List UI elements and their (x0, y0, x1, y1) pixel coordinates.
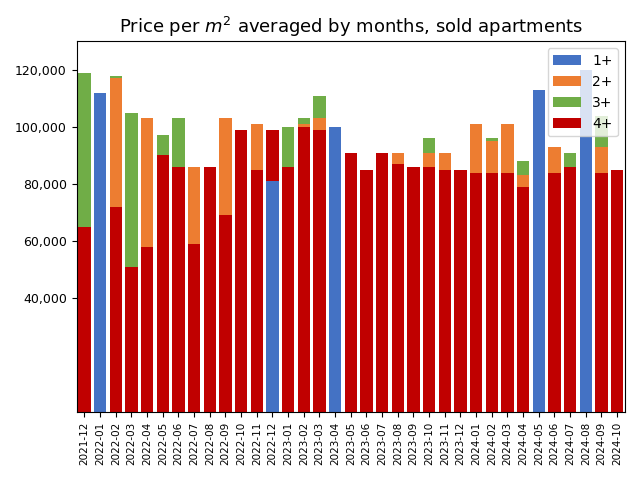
Bar (282, 167, 294, 412)
Bar (438, 153, 451, 412)
Bar (548, 172, 561, 412)
Bar (470, 124, 483, 412)
Bar (298, 124, 310, 412)
Bar (486, 172, 498, 412)
Bar (376, 153, 388, 412)
Bar (595, 147, 608, 412)
Bar (438, 164, 451, 412)
Bar (470, 172, 483, 412)
Bar (329, 198, 341, 412)
Bar (532, 172, 545, 412)
Bar (344, 153, 357, 412)
Bar (501, 172, 514, 412)
Bar (219, 215, 232, 412)
Bar (329, 127, 341, 412)
Bar (188, 167, 200, 412)
Bar (109, 207, 122, 412)
Bar (94, 93, 106, 412)
Bar (486, 138, 498, 412)
Bar (486, 141, 498, 412)
Bar (313, 96, 326, 412)
Bar (532, 156, 545, 412)
Legend: 1+, 2+, 3+, 4+: 1+, 2+, 3+, 4+ (548, 48, 618, 136)
Bar (564, 153, 577, 412)
Bar (250, 124, 263, 412)
Bar (78, 227, 91, 412)
Bar (532, 158, 545, 412)
Bar (580, 110, 592, 412)
Bar (595, 172, 608, 412)
Bar (266, 130, 279, 412)
Bar (517, 161, 529, 412)
Bar (188, 244, 200, 412)
Bar (94, 175, 106, 412)
Bar (517, 175, 529, 412)
Bar (329, 164, 341, 412)
Bar (125, 266, 138, 412)
Bar (298, 119, 310, 412)
Bar (141, 247, 154, 412)
Bar (282, 127, 294, 412)
Bar (141, 119, 154, 412)
Bar (204, 167, 216, 412)
Bar (109, 76, 122, 412)
Bar (250, 169, 263, 412)
Bar (392, 153, 404, 412)
Bar (407, 167, 420, 412)
Bar (580, 150, 592, 412)
Bar (454, 169, 467, 412)
Bar (392, 164, 404, 412)
Bar (94, 198, 106, 412)
Bar (438, 169, 451, 412)
Title: Price per $m^2$ averaged by months, sold apartments: Price per $m^2$ averaged by months, sold… (119, 15, 583, 39)
Bar (595, 116, 608, 412)
Bar (172, 167, 185, 412)
Bar (580, 70, 592, 412)
Bar (141, 119, 154, 412)
Bar (423, 153, 435, 412)
Bar (423, 138, 435, 412)
Bar (548, 147, 561, 412)
Bar (407, 167, 420, 412)
Bar (188, 192, 200, 412)
Bar (501, 124, 514, 412)
Bar (78, 73, 91, 412)
Bar (423, 167, 435, 412)
Bar (329, 172, 341, 412)
Bar (454, 169, 467, 412)
Bar (172, 119, 185, 412)
Bar (250, 135, 263, 412)
Bar (360, 169, 372, 412)
Bar (517, 187, 529, 412)
Bar (109, 79, 122, 412)
Bar (532, 90, 545, 412)
Bar (313, 130, 326, 412)
Bar (580, 172, 592, 412)
Bar (157, 156, 169, 412)
Bar (219, 119, 232, 412)
Bar (219, 119, 232, 412)
Bar (564, 167, 577, 412)
Bar (266, 181, 279, 412)
Bar (611, 169, 623, 412)
Bar (94, 227, 106, 412)
Bar (298, 127, 310, 412)
Bar (235, 130, 248, 412)
Bar (125, 113, 138, 412)
Bar (157, 156, 169, 412)
Bar (313, 119, 326, 412)
Bar (157, 135, 169, 412)
